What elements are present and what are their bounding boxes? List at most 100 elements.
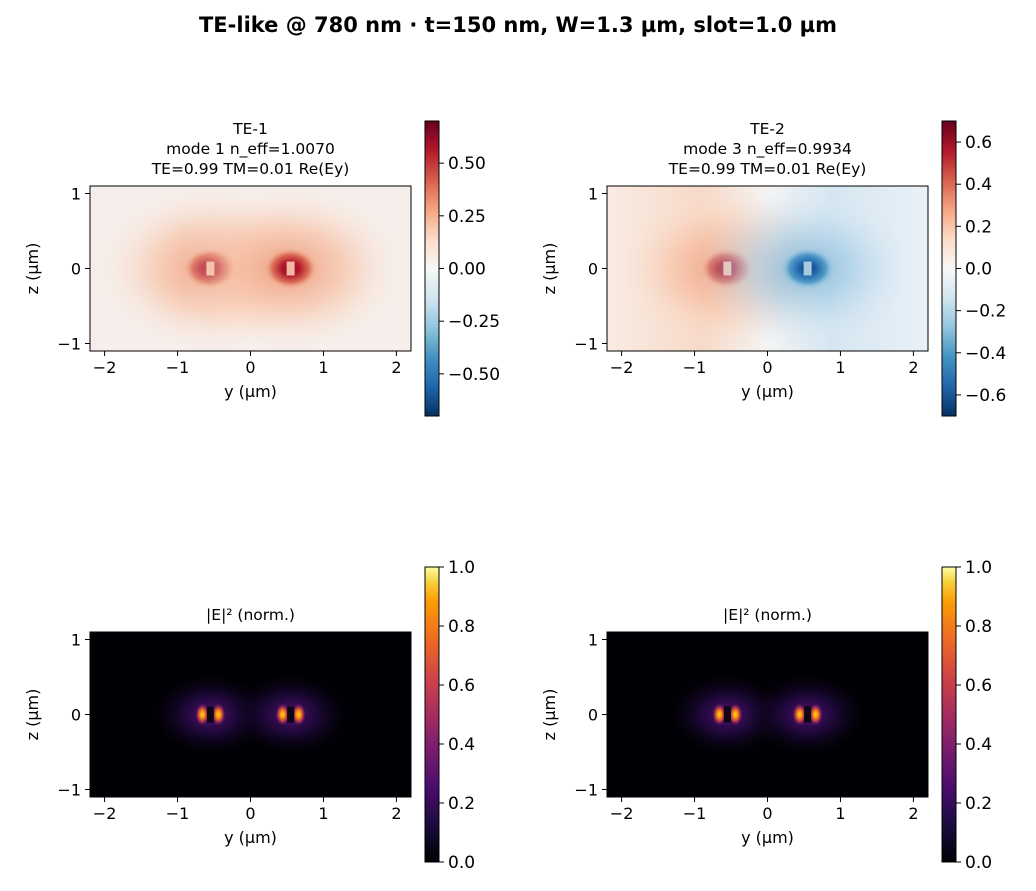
intensity-peak bbox=[728, 703, 743, 726]
colorbar-tick-label: 0.2 bbox=[965, 217, 992, 237]
x-tick-label: 2 bbox=[391, 804, 401, 823]
panel-title-line: mode 3 n_eff=0.9934 bbox=[683, 140, 852, 159]
panel-title-line: TE-2 bbox=[749, 120, 785, 138]
figure-title: TE-like @ 780 nm · t=150 nm, W=1.3 µm, s… bbox=[199, 13, 837, 37]
y-tick-label: 1 bbox=[588, 185, 598, 204]
x-tick-label: −1 bbox=[683, 358, 707, 377]
x-axis-label: y (µm) bbox=[224, 828, 277, 847]
x-tick-label: −2 bbox=[610, 358, 634, 377]
intensity-peak bbox=[291, 703, 306, 726]
y-axis-label: z (µm) bbox=[540, 243, 559, 295]
intensity-peak bbox=[792, 703, 807, 726]
intensity-peak bbox=[195, 703, 210, 726]
colorbar-tick-label: 0.4 bbox=[448, 735, 475, 755]
x-tick-label: −1 bbox=[166, 804, 190, 823]
y-tick-label: 1 bbox=[71, 631, 81, 650]
y-axis-label: z (µm) bbox=[23, 243, 42, 295]
colorbar-tick-label: 0.8 bbox=[965, 617, 992, 637]
x-tick-label: 0 bbox=[245, 804, 255, 823]
y-tick-label: 0 bbox=[588, 260, 598, 279]
x-tick-label: 1 bbox=[318, 804, 328, 823]
colorbar-tick-label: 0.6 bbox=[965, 133, 992, 153]
panel-te1_field: −2 −1 0 1 2 −1 0 1 y (µm) z (µm) TE-1 mode 1 n_eff=… bbox=[23, 120, 500, 417]
intensity-peak bbox=[211, 703, 226, 726]
y-axis-label: z (µm) bbox=[540, 689, 559, 741]
colorbar-tick-label: 0.4 bbox=[965, 175, 992, 195]
colorbar-tick-label: 0.8 bbox=[448, 617, 475, 637]
colorbar-tick-label: 1.0 bbox=[448, 558, 475, 578]
colorbar bbox=[941, 120, 957, 417]
y-tick-label: 0 bbox=[71, 706, 81, 725]
x-tick-label: −2 bbox=[93, 358, 117, 377]
x-tick-label: 2 bbox=[908, 358, 918, 377]
intensity-peak bbox=[712, 703, 727, 726]
colorbar-tick-label: 0.50 bbox=[448, 154, 486, 174]
intensity-peak bbox=[275, 703, 290, 726]
colorbar-tick-label: 0.00 bbox=[448, 260, 486, 280]
y-tick-label: −1 bbox=[57, 781, 81, 800]
x-tick-label: 0 bbox=[245, 358, 255, 377]
colorbar-tick-label: −0.2 bbox=[965, 302, 1006, 322]
y-tick-label: 0 bbox=[588, 706, 598, 725]
panel-title-line: TE=0.99 TM=0.01 Re(Ey) bbox=[151, 160, 350, 178]
x-axis-label: y (µm) bbox=[224, 382, 277, 401]
colorbar-tick-label: 0.25 bbox=[448, 207, 486, 227]
x-tick-label: −2 bbox=[93, 804, 117, 823]
panel-te1_intensity: −2 −1 0 1 2 −1 0 1 y (µm) z (µm) |E|² (norm.) 0.0 0.… bbox=[23, 558, 475, 873]
x-axis-label: y (µm) bbox=[741, 828, 794, 847]
waveguide-core bbox=[803, 261, 812, 276]
y-axis-label: z (µm) bbox=[23, 689, 42, 741]
colorbar-tick-label: 1.0 bbox=[965, 558, 992, 578]
x-tick-label: 2 bbox=[391, 358, 401, 377]
x-tick-label: −1 bbox=[166, 358, 190, 377]
panel-title-line: |E|² (norm.) bbox=[206, 606, 295, 624]
waveguide-core bbox=[804, 706, 812, 723]
waveguide-core bbox=[287, 706, 295, 723]
colorbar-tick-label: 0.2 bbox=[965, 794, 992, 814]
heatmap-image bbox=[90, 632, 411, 797]
colorbar bbox=[424, 120, 440, 417]
panel-title-line: TE=0.99 TM=0.01 Re(Ey) bbox=[668, 160, 867, 178]
x-tick-label: 1 bbox=[318, 358, 328, 377]
x-tick-label: 0 bbox=[762, 358, 772, 377]
heatmap-image bbox=[607, 186, 928, 351]
panel-te2_intensity: −2 −1 0 1 2 −1 0 1 y (µm) z (µm) |E|² (norm.) 0.0 0.… bbox=[540, 558, 992, 873]
colorbar-tick-label: 0.0 bbox=[448, 853, 475, 873]
x-tick-label: 1 bbox=[835, 358, 845, 377]
colorbar bbox=[941, 566, 957, 863]
heatmap-image bbox=[90, 186, 411, 351]
colorbar-tick-label: −0.50 bbox=[448, 365, 500, 385]
colorbar-tick-label: 0.2 bbox=[448, 794, 475, 814]
colorbar-tick-label: −0.6 bbox=[965, 386, 1006, 406]
x-tick-label: 2 bbox=[908, 804, 918, 823]
y-tick-label: 0 bbox=[71, 260, 81, 279]
y-tick-label: 1 bbox=[71, 185, 81, 204]
colorbar-tick-label: −0.25 bbox=[448, 312, 500, 332]
panel-title-line: |E|² (norm.) bbox=[723, 606, 812, 624]
colorbar bbox=[424, 566, 440, 863]
y-tick-label: 1 bbox=[588, 631, 598, 650]
colorbar-tick-label: 0.0 bbox=[965, 260, 992, 280]
x-tick-label: 0 bbox=[762, 804, 772, 823]
panel-title-line: mode 1 n_eff=1.0070 bbox=[166, 140, 335, 159]
colorbar-tick-label: −0.4 bbox=[965, 344, 1006, 364]
waveguide-core bbox=[286, 261, 295, 276]
x-tick-label: −2 bbox=[610, 804, 634, 823]
panel-te2_field: −2 −1 0 1 2 −1 0 1 y (µm) z (µm) TE-2 mode 3 n_eff=… bbox=[540, 120, 1006, 417]
waveguide-core bbox=[723, 706, 731, 723]
x-tick-label: −1 bbox=[683, 804, 707, 823]
x-tick-label: 1 bbox=[835, 804, 845, 823]
colorbar-tick-label: 0.4 bbox=[965, 735, 992, 755]
colorbar-tick-label: 0.6 bbox=[448, 676, 475, 696]
panels-layer: −2 −1 0 1 2 −1 0 1 y (µm) z (µm) TE-1 mode 1 n_eff=… bbox=[23, 120, 1006, 873]
waveguide-core bbox=[206, 706, 214, 723]
heatmap-image bbox=[607, 632, 928, 797]
y-tick-label: −1 bbox=[57, 335, 81, 354]
colorbar-tick-label: 0.6 bbox=[965, 676, 992, 696]
intensity-peak bbox=[808, 703, 823, 726]
y-tick-label: −1 bbox=[574, 335, 598, 354]
x-axis-label: y (µm) bbox=[741, 382, 794, 401]
y-tick-label: −1 bbox=[574, 781, 598, 800]
panel-title-line: TE-1 bbox=[232, 120, 268, 138]
